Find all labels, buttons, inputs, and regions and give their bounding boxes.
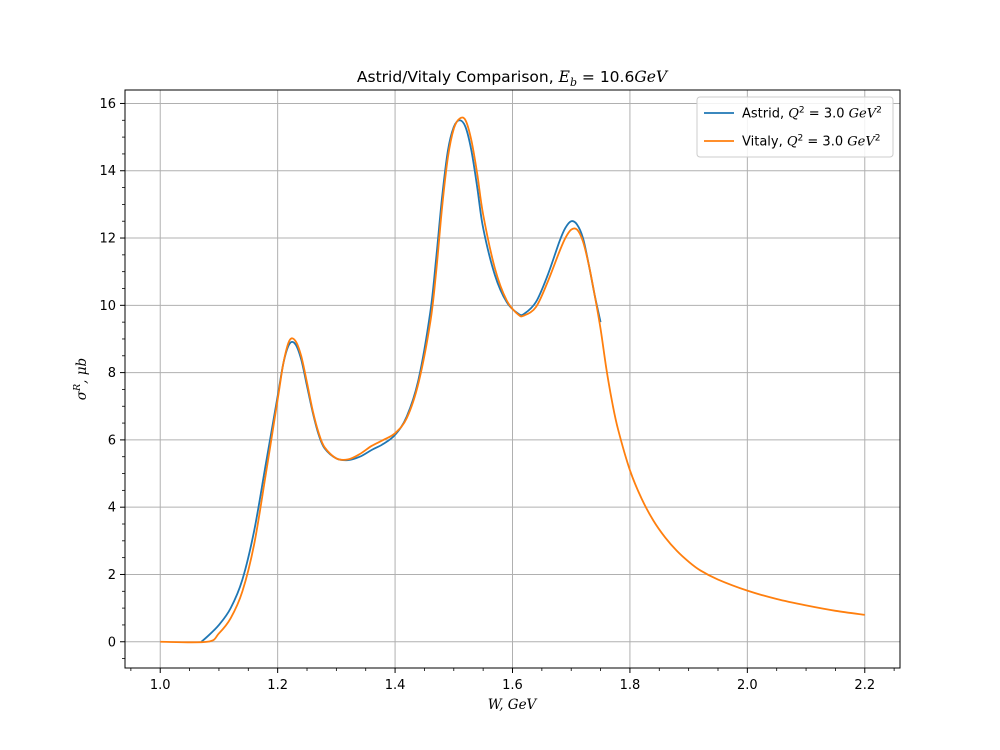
chart-title: Astrid/Vitaly Comparison, Eb = 10.6GeV bbox=[357, 68, 669, 89]
y-tick-label: 10 bbox=[99, 299, 116, 314]
legend-label-vitaly: Vitaly, Q2 = 3.0 GeV2 bbox=[742, 134, 880, 150]
y-tick-label: 14 bbox=[99, 164, 116, 179]
series-line-vitaly bbox=[160, 116, 865, 644]
y-tick-label: 6 bbox=[108, 433, 116, 448]
axes-frame bbox=[124, 89, 901, 669]
y-tick-label: 12 bbox=[99, 232, 116, 247]
x-tick-label: 1.2 bbox=[267, 678, 288, 693]
y-axis-label: σR, μb bbox=[72, 358, 90, 400]
axis-ticks: 1.0 1.2 1.4 1.6 1.8 2.0 2.2 0 2 4 6 8 10 12 14 16 bbox=[99, 97, 895, 693]
x-tick-label: 1.4 bbox=[385, 678, 406, 693]
legend: Astrid, Q2 = 3.0 GeV2 Vitaly, Q2 = 3.0 G… bbox=[696, 96, 894, 158]
x-tick-label: 1.8 bbox=[620, 678, 641, 693]
y-tick-label: 8 bbox=[108, 366, 116, 381]
x-tick-label: 1.6 bbox=[502, 678, 523, 693]
legend-box bbox=[696, 96, 894, 158]
y-tick-label: 16 bbox=[99, 97, 116, 112]
y-tick-label: 2 bbox=[108, 568, 116, 583]
x-tick-label: 1.0 bbox=[150, 678, 171, 693]
grid-lines bbox=[125, 90, 900, 668]
y-tick-label: 4 bbox=[108, 501, 116, 516]
x-axis-label: W, GeV bbox=[488, 697, 538, 713]
y-tick-label: 0 bbox=[108, 635, 116, 650]
x-tick-label: 2.2 bbox=[854, 678, 875, 693]
series-lines bbox=[160, 116, 865, 644]
legend-label-astrid: Astrid, Q2 = 3.0 GeV2 bbox=[742, 106, 882, 122]
x-tick-label: 2.0 bbox=[737, 678, 758, 693]
